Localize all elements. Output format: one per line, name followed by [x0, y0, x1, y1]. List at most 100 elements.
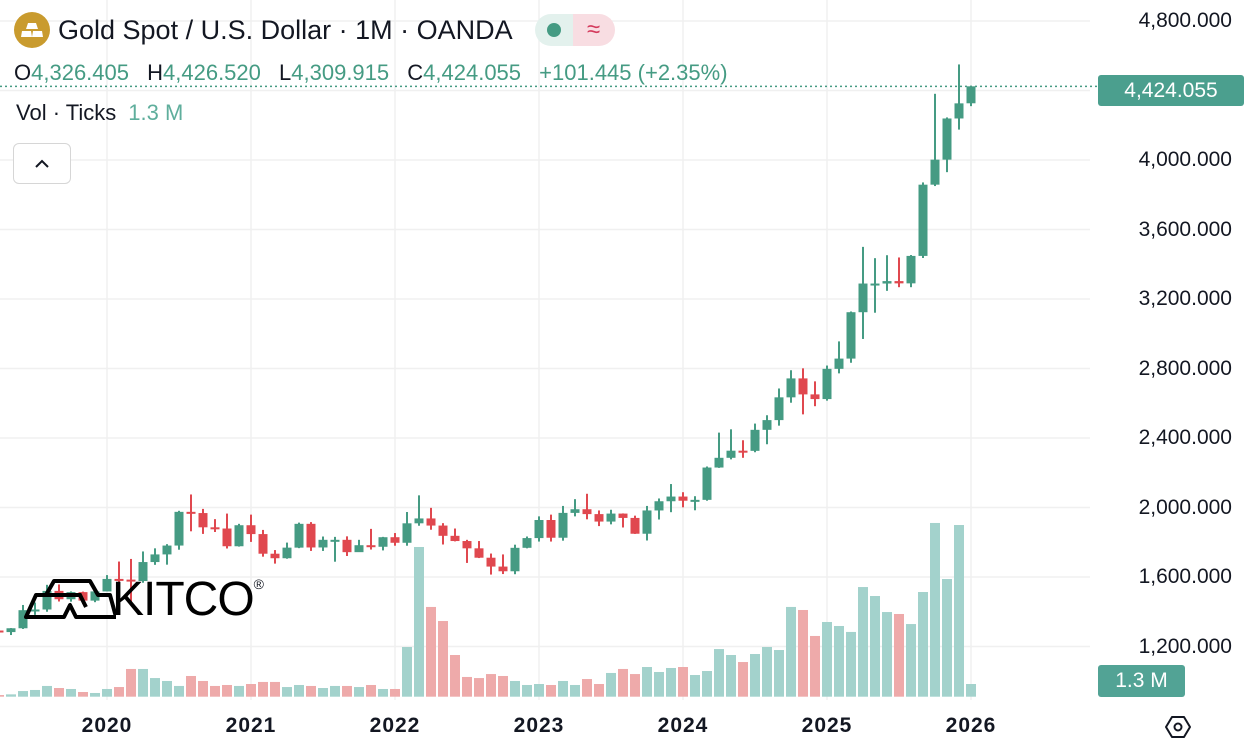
candle: [630, 515, 640, 534]
collapse-legend-button[interactable]: [13, 143, 71, 184]
candle-body: [402, 523, 412, 543]
candle-body: [30, 609, 40, 612]
volume-bar: [162, 680, 172, 697]
candle: [114, 561, 124, 587]
candle: [834, 341, 844, 374]
candle-body: [414, 518, 424, 524]
candle: [510, 544, 520, 575]
volume-bar: [234, 685, 244, 697]
candle: [462, 539, 472, 563]
candle-body: [318, 539, 328, 548]
candle-body: [18, 610, 28, 629]
candle-body: [822, 368, 832, 400]
candle-body: [966, 86, 976, 104]
candle: [654, 498, 664, 520]
volume-bar: [810, 635, 820, 697]
candle-body: [858, 283, 868, 313]
low-label: L: [279, 60, 292, 85]
candle-body: [354, 545, 364, 553]
candle: [606, 509, 616, 525]
candle: [522, 536, 532, 549]
symbol-header: Gold Spot / U.S. Dollar · 1M · OANDA ≈: [14, 12, 615, 48]
candle: [354, 539, 364, 553]
candle: [102, 575, 112, 592]
symbol-title[interactable]: Gold Spot / U.S. Dollar · 1M · OANDA: [58, 14, 513, 45]
volume-bar: [546, 684, 556, 697]
candle: [966, 85, 976, 107]
candle: [846, 311, 856, 363]
volume-bar: [246, 684, 256, 697]
candle-body: [102, 578, 112, 592]
candle-body: [246, 525, 256, 535]
volume-bar: [342, 685, 352, 697]
volume-bar: [282, 687, 292, 697]
volume-legend[interactable]: Vol · Ticks 1.3 M: [16, 100, 183, 126]
candle: [858, 246, 868, 339]
candle-body: [174, 511, 184, 546]
candle: [174, 510, 184, 550]
candle: [726, 429, 736, 460]
kitco-logo-icon: [24, 578, 116, 619]
volume-bar: [822, 621, 832, 697]
candle-body: [426, 518, 436, 526]
candle: [690, 496, 700, 511]
x-tick-label: 2026: [945, 714, 997, 737]
candle: [198, 508, 208, 534]
volume-bar: [618, 668, 628, 697]
market-open-icon[interactable]: [534, 14, 573, 46]
candle-body: [510, 547, 520, 572]
candle-body: [870, 283, 880, 286]
candle: [762, 415, 772, 445]
registered-mark: ®: [253, 576, 264, 592]
volume-bar: [210, 685, 220, 697]
volume-value: 1.3 M: [128, 100, 184, 125]
volume-bar: [714, 649, 724, 697]
y-tick-label: 2,400.000: [1138, 426, 1232, 449]
candle-body: [534, 520, 544, 539]
high-value: 4,426.520: [163, 60, 261, 85]
volume-tag: 1.3 M: [1098, 665, 1185, 697]
volume-bar: [750, 654, 760, 697]
x-tick-label: 2022: [369, 714, 421, 737]
volume-bar: [846, 631, 856, 697]
candle: [822, 365, 832, 401]
candle: [618, 513, 628, 528]
candle: [210, 519, 220, 532]
candle: [918, 182, 928, 258]
volume-bar: [954, 525, 964, 697]
candle-body: [762, 420, 772, 430]
x-tick-label: 2023: [513, 714, 565, 737]
candle: [282, 542, 292, 559]
market-status-pill[interactable]: ≈: [534, 14, 615, 46]
volume-bar: [474, 678, 484, 697]
y-tick-label: 1,200.000: [1138, 634, 1232, 658]
candle: [942, 117, 952, 173]
volume-bar: [426, 606, 436, 697]
candle: [126, 558, 136, 603]
candle: [582, 493, 592, 520]
volume-bar: [258, 681, 268, 697]
volume-bar: [678, 667, 688, 697]
volume-bar: [738, 662, 748, 697]
y-tick-label: 2,000.000: [1138, 495, 1232, 519]
volume-bar: [690, 675, 700, 697]
volume-bar: [894, 613, 904, 697]
candle: [0, 630, 4, 633]
volume-bar: [402, 646, 412, 697]
volume-bar: [390, 688, 400, 697]
volume-bar: [366, 684, 376, 697]
change-value: +101.445 (+2.35%): [539, 60, 728, 85]
volume-bar: [522, 684, 532, 697]
approx-equal-icon[interactable]: ≈: [572, 14, 615, 46]
candle-body: [954, 103, 964, 119]
candle-body: [642, 510, 652, 534]
volume-bar: [18, 691, 28, 697]
x-tick-label: 2025: [801, 714, 853, 737]
x-tick-label: 2020: [81, 714, 133, 737]
candle-body: [186, 511, 196, 514]
settings-icon[interactable]: [1164, 713, 1192, 746]
candle: [498, 554, 508, 575]
candle-body: [666, 496, 676, 502]
volume-bar: [558, 680, 568, 697]
